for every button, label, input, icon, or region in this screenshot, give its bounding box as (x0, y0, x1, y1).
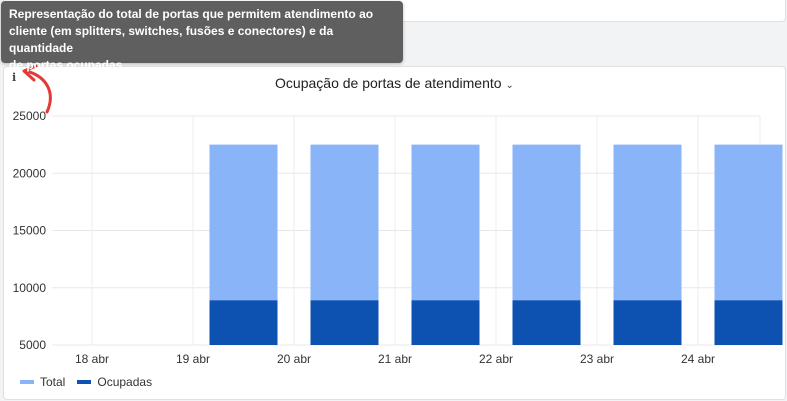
info-icon[interactable]: i (12, 71, 17, 84)
legend-swatch-ocupadas (77, 380, 92, 384)
y-tick-label: 20000 (13, 166, 47, 180)
annotation-arrow (24, 69, 52, 114)
legend-item-total[interactable]: Total (20, 375, 65, 389)
chart-title-text: Ocupação de portas de atendimento (275, 75, 502, 91)
bar-ocupadas (411, 300, 480, 345)
info-tooltip: Representação do total de portas que per… (1, 1, 403, 72)
bar-ocupadas (714, 300, 783, 345)
x-tick-label: 24 abr (681, 352, 715, 366)
chevron-down-icon[interactable]: ⌄ (505, 80, 514, 91)
y-tick-label: 5000 (19, 338, 46, 352)
chart-legend: Total Ocupadas (20, 375, 164, 389)
y-tick-label: 25000 (13, 109, 47, 123)
bar-ocupadas (310, 300, 379, 345)
bar-ocupadas (512, 300, 581, 345)
legend-item-ocupadas[interactable]: Ocupadas (77, 375, 152, 389)
x-tick-label: 20 abr (277, 352, 311, 366)
legend-swatch-total (20, 380, 34, 384)
y-tick-label: 10000 (13, 281, 47, 295)
x-tick-label: 22 abr (479, 352, 513, 366)
x-tick-label: 21 abr (378, 352, 412, 366)
bar-ocupadas (209, 300, 278, 345)
chart-title[interactable]: Ocupação de portas de atendimento ⌄ (4, 75, 785, 91)
y-tick-label: 15000 (13, 224, 47, 238)
x-tick-label: 19 abr (176, 352, 210, 366)
legend-label-total: Total (40, 375, 66, 389)
legend-label-ocupadas: Ocupadas (97, 375, 153, 389)
annotation-arrow-head (22, 64, 38, 82)
x-tick-label: 23 abr (580, 352, 614, 366)
x-tick-label: 18 abr (75, 352, 109, 366)
bar-ocupadas (613, 300, 682, 345)
